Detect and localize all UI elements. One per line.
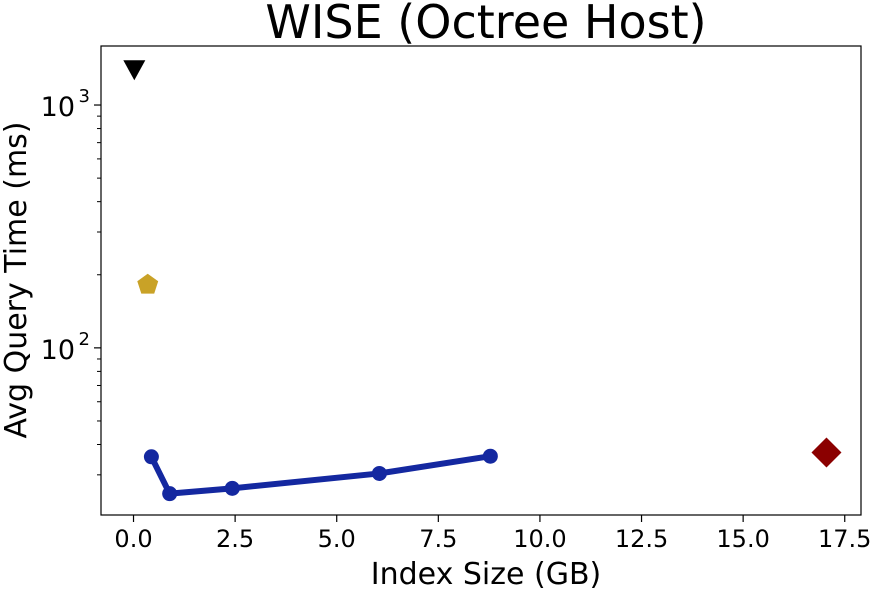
data-point: [143, 449, 159, 465]
x-tick-label: 0.0: [114, 525, 152, 553]
x-tick-label: 10.0: [513, 525, 566, 553]
y-tick-exponent: 3: [79, 86, 90, 107]
y-axis-label: Avg Query Time (ms): [0, 121, 34, 438]
data-point: [123, 60, 146, 81]
y-tick-exponent: 2: [79, 329, 90, 350]
y-tick-label: 10: [41, 92, 75, 123]
x-tick-label: 2.5: [216, 525, 254, 553]
x-tick-label: 7.5: [419, 525, 457, 553]
data-point: [162, 486, 178, 502]
series-line: [148, 453, 491, 497]
x-axis: 0.0 2.5 5.0 7.5 10.0 12.5 15.0 17.5: [114, 515, 871, 553]
data-point: [482, 448, 498, 464]
y-tick-base: 10: [41, 335, 75, 366]
x-tick-label: 12.5: [615, 525, 668, 553]
data-point: [224, 480, 240, 496]
data-point: [137, 273, 159, 294]
x-tick-label: 15.0: [716, 525, 769, 553]
x-axis-label: Index Size (GB): [371, 557, 601, 592]
series-layer: [123, 60, 842, 502]
y-tick-label: 10: [41, 335, 75, 366]
x-tick-label: 17.5: [818, 525, 871, 553]
x-tick-label: 5.0: [318, 525, 356, 553]
data-point: [371, 465, 387, 481]
chart-title: WISE (Octree Host): [265, 0, 706, 49]
plot-area: [100, 45, 862, 516]
data-point: [811, 437, 842, 468]
y-tick-base: 10: [41, 92, 75, 123]
